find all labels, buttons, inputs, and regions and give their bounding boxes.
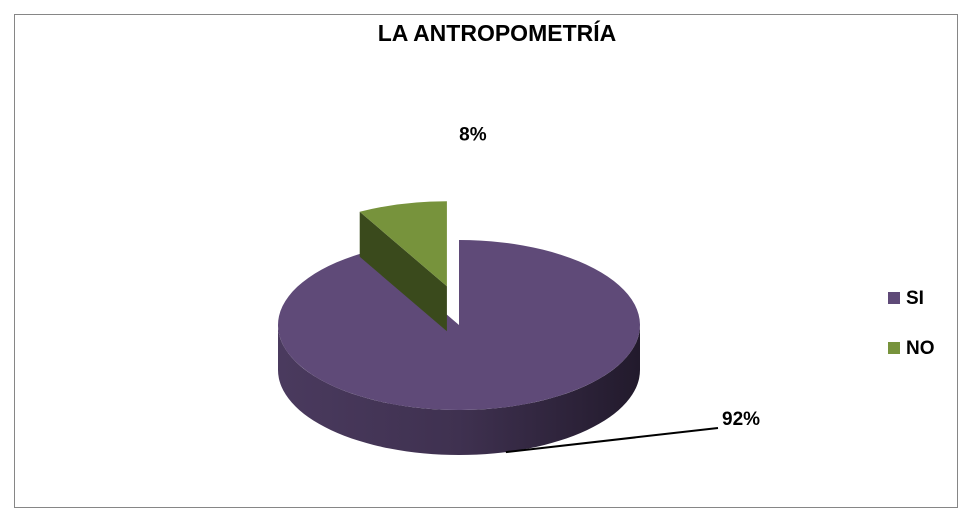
legend: SI NO <box>888 288 935 359</box>
legend-label: SI <box>906 288 924 309</box>
data-label: 92% <box>722 409 760 430</box>
leader-line <box>505 427 719 454</box>
chart-title: LA ANTROPOMETRÍA <box>378 19 617 46</box>
slice <box>277 240 640 410</box>
legend-swatch <box>888 342 900 354</box>
slice-side <box>278 325 640 455</box>
legend-swatch <box>888 292 900 304</box>
legend-label: NO <box>906 338 935 359</box>
pie: 92% 8% <box>277 124 760 455</box>
data-label: 8% <box>459 124 487 145</box>
slice-side <box>359 211 447 332</box>
slice <box>359 201 447 287</box>
